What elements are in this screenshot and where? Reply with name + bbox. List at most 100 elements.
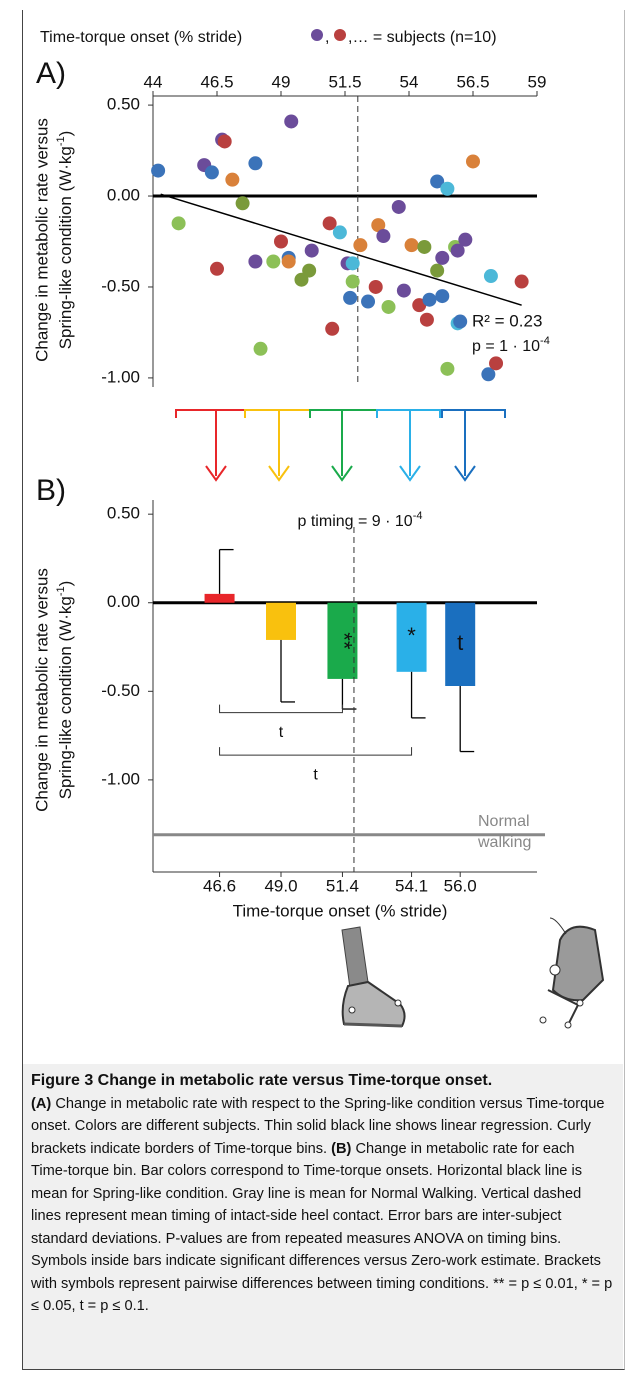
data-point xyxy=(412,298,427,313)
legend-marker xyxy=(334,29,346,41)
x-tick-label: 51.4 xyxy=(326,876,359,895)
bar xyxy=(327,602,358,679)
significance-symbol: * xyxy=(407,623,416,648)
data-point xyxy=(453,314,468,329)
figure: A) Time-torque onset (% stride), ,… = subj… xyxy=(32,29,605,1029)
data-point xyxy=(440,181,455,196)
y-tick-label: 0.00 xyxy=(107,592,140,611)
prosthesis-illustration xyxy=(341,917,605,1029)
legend-text: ,… = subjects (n=10) xyxy=(348,29,497,46)
data-point xyxy=(332,225,347,240)
data-point xyxy=(217,134,232,149)
x-tick-label: 59 xyxy=(528,72,547,91)
y-tick-label: -0.50 xyxy=(101,681,140,700)
y-axis-label-line: Change in metabolic rate versus xyxy=(32,568,51,812)
label-text: ) xyxy=(56,131,75,137)
caption-text: Change in metabolic rate with respect to… xyxy=(31,1095,605,1157)
data-point xyxy=(435,289,450,304)
bar xyxy=(445,602,476,686)
x-axis-title: Time-torque onset (% stride) xyxy=(233,901,448,920)
data-point xyxy=(322,216,337,231)
bracket-label: t xyxy=(313,766,318,783)
significance-symbol: t xyxy=(457,630,463,655)
r2-annotation: R² = 0.23 xyxy=(472,311,542,330)
normal-walking-label-box: Normal walking xyxy=(478,812,532,851)
data-point xyxy=(345,274,360,289)
data-point xyxy=(343,290,358,305)
data-point xyxy=(353,238,368,253)
data-point xyxy=(368,279,383,294)
data-point xyxy=(450,243,465,258)
data-point xyxy=(514,274,529,289)
data-point xyxy=(235,196,250,211)
data-point xyxy=(371,218,386,233)
x-tick-label: 56.0 xyxy=(444,876,477,895)
caption-label: (B) xyxy=(331,1140,352,1157)
data-point xyxy=(481,367,496,382)
x-axis-title: Time-torque onset (% stride) xyxy=(40,29,242,46)
data-point xyxy=(266,254,281,269)
superscript: -1 xyxy=(55,136,67,146)
p-annotation: p = 1 · 10-4 xyxy=(472,335,550,355)
data-point xyxy=(345,256,360,271)
data-point xyxy=(281,254,296,269)
annotation-text: p timing = 9 · 10 xyxy=(298,513,413,530)
data-point xyxy=(151,163,166,178)
legend-text: , xyxy=(325,29,329,46)
data-point xyxy=(274,234,288,249)
x-tick-label: 56.5 xyxy=(456,72,489,91)
x-tick-label: 44 xyxy=(144,72,163,91)
panel-label: A) xyxy=(36,57,66,90)
data-point xyxy=(302,263,317,278)
data-point xyxy=(419,312,434,327)
x-tick-label: 46.5 xyxy=(200,72,233,91)
y-tick-label: -1.00 xyxy=(101,769,140,788)
significance-symbol: ** xyxy=(332,632,357,650)
superscript: -4 xyxy=(413,510,423,522)
y-tick-label: 0.00 xyxy=(107,186,140,205)
label-text: Spring-like condition (W·kg xyxy=(56,596,75,799)
data-point xyxy=(391,199,406,214)
bar xyxy=(204,593,235,603)
data-point xyxy=(171,216,186,231)
data-point xyxy=(404,238,419,253)
data-point xyxy=(376,229,391,244)
p-timing-annotation: p timing = 9 · 10-4 xyxy=(298,510,423,530)
superscript: -1 xyxy=(55,586,67,596)
caption-text: Change in metabolic rate for each Time-t… xyxy=(31,1140,613,1315)
data-point xyxy=(248,156,263,171)
y-axis-label-line: Spring-like condition (W·kg-1) xyxy=(55,581,76,800)
data-point xyxy=(253,341,268,356)
data-point xyxy=(435,250,450,265)
bar xyxy=(396,602,427,672)
y-tick-label: 0.50 xyxy=(107,95,140,114)
data-point xyxy=(489,356,504,371)
legend-marker xyxy=(311,29,323,41)
caption-title: Figure 3 Change in metabolic rate versus… xyxy=(31,1072,493,1089)
bracket-label: t xyxy=(279,724,284,741)
label-text: ) xyxy=(56,581,75,587)
x-tick-label: 46.6 xyxy=(203,876,236,895)
x-tick-label: 54.1 xyxy=(395,876,428,895)
data-point xyxy=(396,283,411,298)
bracket xyxy=(219,704,343,714)
data-point xyxy=(381,299,396,314)
panel-label: B) xyxy=(36,474,66,507)
x-tick-label: 49 xyxy=(272,72,291,91)
bracket xyxy=(219,747,413,756)
label-text: Spring-like condition (W·kg xyxy=(56,146,75,349)
regression-line xyxy=(160,193,522,306)
data-point xyxy=(430,263,445,278)
data-point xyxy=(304,243,319,258)
y-axis-label: Change in metabolic rate versus Spring-li… xyxy=(32,568,75,812)
normal-walking-label: Normal walking xyxy=(478,812,532,851)
y-tick-label: -0.50 xyxy=(101,276,140,295)
caption: Figure 3 Change in metabolic rate versus… xyxy=(23,1064,623,1369)
bin-brackets xyxy=(175,409,506,482)
data-point xyxy=(225,172,240,187)
y-axis-label: Change in metabolic rate versus Spring-li… xyxy=(32,118,75,362)
y-tick-label: -1.00 xyxy=(101,367,140,386)
y-tick-label: 0.50 xyxy=(107,504,140,523)
figure-frame xyxy=(22,10,625,1370)
data-point xyxy=(422,292,437,307)
